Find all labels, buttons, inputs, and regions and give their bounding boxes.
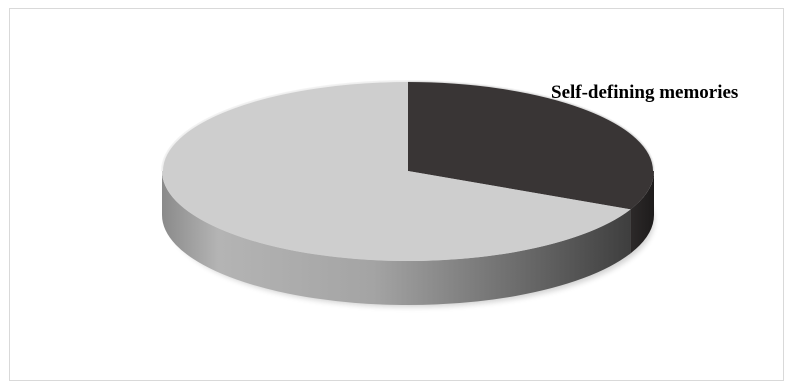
pie-slice-1-side-1	[630, 171, 654, 254]
pie-slice-1-label: Self-defining memories	[551, 82, 738, 103]
pie-rim-highlight	[161, 80, 655, 172]
pie-slice-2	[162, 81, 631, 261]
pie-slice-2-side-1	[162, 171, 631, 306]
chart-area: Self-defining memories	[9, 8, 784, 381]
pie-chart: Self-defining memories	[161, 80, 738, 307]
pie-slice-1	[408, 81, 654, 210]
